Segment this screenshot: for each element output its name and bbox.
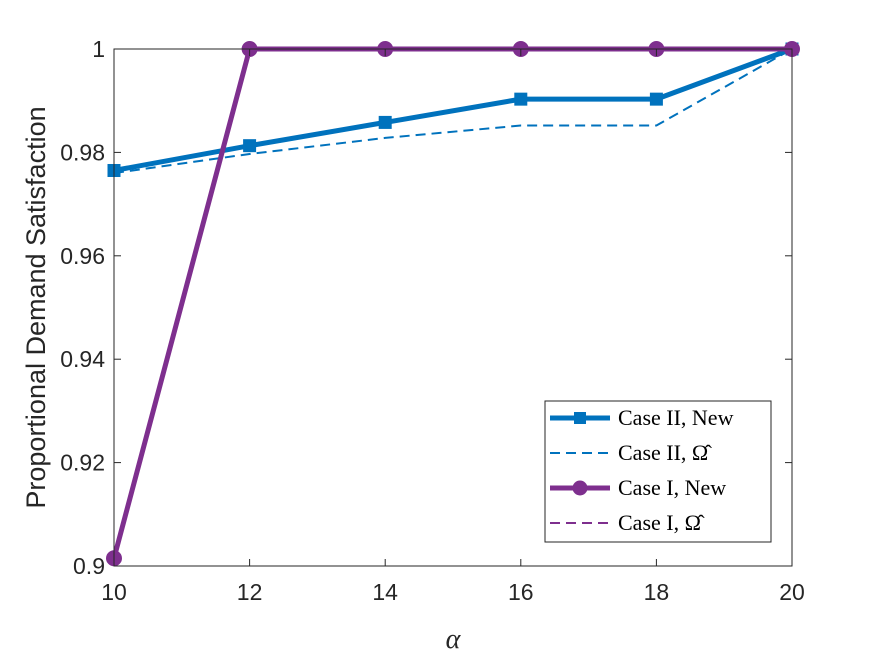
series-line [113,48,793,175]
x-tick-label: 16 [508,579,534,605]
x-tick-label: 14 [372,579,398,605]
y-tick-label: 0.94 [60,346,105,372]
x-tick-label: 18 [644,579,670,605]
legend-entry: Case II, Ω̂ [550,440,712,465]
y-tick-label: 0.96 [60,243,105,269]
legend-entry: Case I, New [550,475,726,500]
legend-label: Case II, Ω̂ [618,440,712,465]
data-point-square [649,92,663,106]
x-tick-label: 20 [779,579,805,605]
legend-label: Case I, New [618,475,726,500]
legend-box [544,400,772,543]
y-tick-label: 0.9 [73,553,105,579]
series-1 [113,48,793,175]
y-axis-title: Proportional Demand Satisfaction [21,106,51,508]
x-tick-label: 10 [101,579,127,605]
ticks-layer: 10 12 14 16 18 20 0.9 0.92 0.94 0.96 0.98 1 [60,36,805,605]
data-point-square [243,139,257,153]
x-tick-label: 12 [237,579,263,605]
legend-marker-square [574,412,586,424]
x-axis-title: α [446,624,462,655]
y-tick-label: 1 [92,36,105,62]
legend-entry: Case I, Ω̂ [550,510,705,535]
series-line [113,46,793,173]
legend-marker-circle [572,480,588,496]
y-tick-label: 0.98 [60,139,105,165]
data-point-square [378,115,392,129]
legend-label: Case II, New [618,405,734,430]
legend-label: Case I, Ω̂ [618,510,705,535]
axes-box [113,48,793,567]
legend: Case II, New Case II, Ω̂ Case I, New Case I… [544,400,772,543]
legend-entry: Case II, New [550,405,734,430]
y-tick-label: 0.92 [60,450,105,476]
data-point-square [514,92,528,106]
